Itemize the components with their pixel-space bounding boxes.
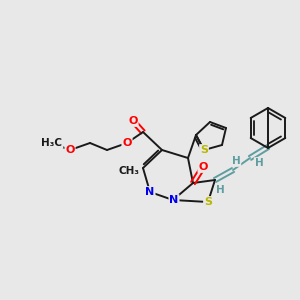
Text: S: S bbox=[204, 197, 212, 207]
Text: N: N bbox=[169, 195, 178, 205]
Text: H: H bbox=[216, 185, 224, 195]
Text: H₃C: H₃C bbox=[41, 138, 62, 148]
Text: H: H bbox=[232, 156, 240, 166]
Text: N: N bbox=[146, 187, 154, 197]
Text: H: H bbox=[255, 158, 263, 168]
Text: S: S bbox=[200, 145, 208, 155]
Text: O: O bbox=[65, 145, 75, 155]
Text: CH₃: CH₃ bbox=[118, 166, 140, 176]
Text: O: O bbox=[128, 116, 138, 126]
Text: O: O bbox=[198, 162, 208, 172]
Text: O: O bbox=[122, 138, 132, 148]
